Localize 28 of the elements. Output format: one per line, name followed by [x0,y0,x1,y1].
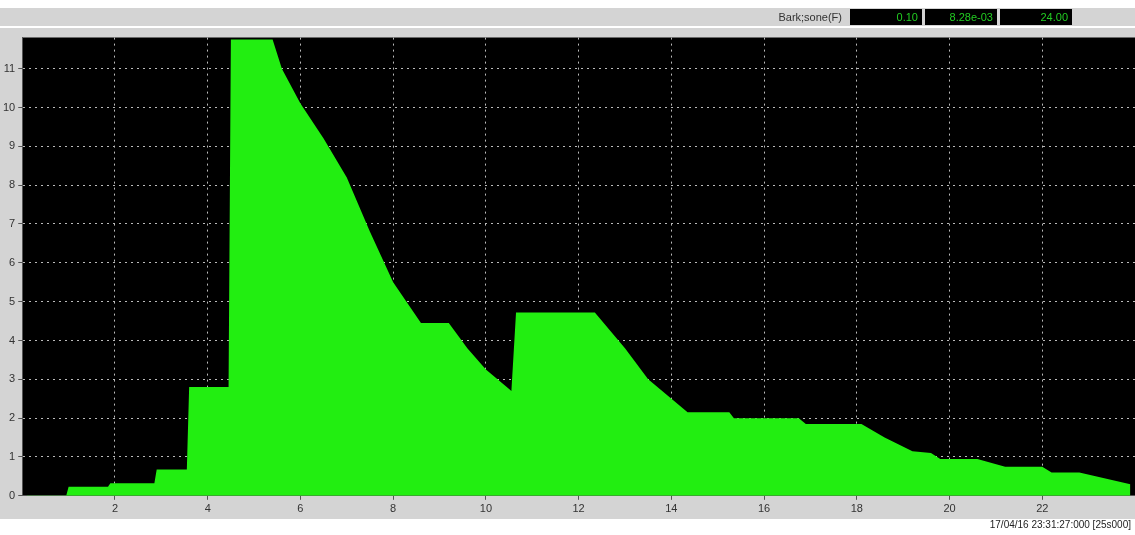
y-tick-label: 6 [9,255,16,268]
text: 24.00 [1000,9,1072,25]
x-tick-label: 12 [572,502,585,515]
x-tick-label: 6 [297,502,304,515]
text: 8.28e-03 [925,9,997,25]
y-tick-label: 3 [9,372,16,385]
y-tick-label: 9 [9,139,16,152]
x-tick-label: 10 [479,502,493,515]
x-tick-label: 14 [665,502,678,515]
y-tick-label: 8 [9,178,16,191]
x-tick-label: 8 [390,502,397,515]
y-tick-label: 11 [3,61,16,74]
y-tick-label: 4 [9,333,16,346]
text: 17/04/16 23:31:27:000 [25s000] [989,519,1131,530]
x-tick-label: 4 [204,502,211,515]
x-tick-label: 2 [111,502,119,515]
y-tick-label: 10 [2,100,16,113]
x-tick-label: 18 [850,502,863,515]
y-tick-label: 5 [9,294,16,307]
text: Bark;sone(F) [778,11,842,23]
y-tick-label: 1 [9,450,16,462]
x-tick-label: 20 [943,502,956,515]
y-tick-label: 2 [9,411,16,424]
y-tick-label: 0 [9,488,16,501]
x-tick-label: 22 [1036,502,1049,515]
text: 0.10 [850,9,922,25]
x-tick-label: 16 [757,502,771,515]
y-tick-label: 7 [9,217,16,230]
